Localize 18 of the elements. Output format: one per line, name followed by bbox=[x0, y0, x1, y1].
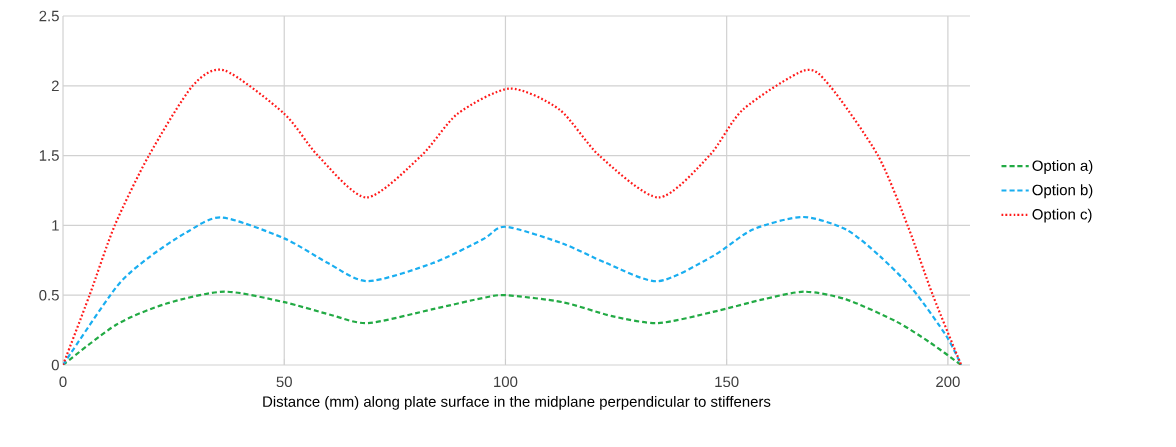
y-tick-label: 2.5 bbox=[39, 10, 59, 22]
line-series bbox=[63, 215, 963, 365]
x-tick-label: 0 bbox=[59, 376, 67, 388]
x-tick-label: 150 bbox=[715, 376, 739, 388]
x-tick-label: 100 bbox=[494, 376, 518, 388]
legend-label: Option a) bbox=[1032, 160, 1093, 174]
legend-label: Option c) bbox=[1032, 208, 1092, 223]
line-series bbox=[63, 290, 963, 365]
legend-label: Option b) bbox=[1032, 184, 1093, 199]
y-tick-label: 0.5 bbox=[39, 289, 59, 301]
y-tick-label: 2 bbox=[51, 80, 59, 91]
line-series bbox=[63, 68, 963, 365]
y-tick-label: 0 bbox=[51, 359, 59, 371]
y-tick-label: 1 bbox=[52, 220, 59, 231]
x-axis-title: Distance (mm) along plate surface in the midplane perpendicular to stiffeners bbox=[263, 395, 771, 410]
x-tick-label: 50 bbox=[276, 376, 292, 388]
x-tick-label: 200 bbox=[936, 376, 960, 388]
y-tick-label: 1.5 bbox=[39, 150, 59, 161]
